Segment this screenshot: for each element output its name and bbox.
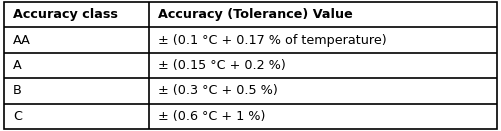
- Text: ± (0.3 °C + 0.5 %): ± (0.3 °C + 0.5 %): [158, 84, 278, 97]
- Text: ± (0.1 °C + 0.17 % of temperature): ± (0.1 °C + 0.17 % of temperature): [158, 34, 387, 47]
- Text: AA: AA: [13, 34, 31, 47]
- Text: B: B: [13, 84, 22, 97]
- Text: ± (0.15 °C + 0.2 %): ± (0.15 °C + 0.2 %): [158, 59, 286, 72]
- Text: Accuracy (Tolerance) Value: Accuracy (Tolerance) Value: [158, 8, 353, 21]
- Text: Accuracy class: Accuracy class: [13, 8, 118, 21]
- Text: ± (0.6 °C + 1 %): ± (0.6 °C + 1 %): [158, 110, 266, 123]
- Text: A: A: [13, 59, 22, 72]
- Text: C: C: [13, 110, 22, 123]
